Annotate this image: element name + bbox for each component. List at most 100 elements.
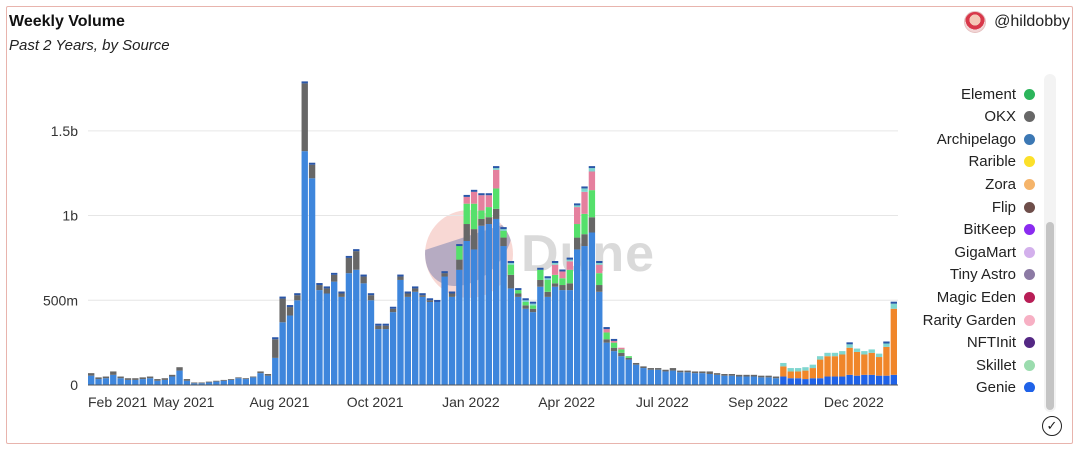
check-icon[interactable]: ✓ xyxy=(1042,416,1062,436)
bar-cap xyxy=(470,189,478,192)
legend-scrollbar[interactable] xyxy=(1044,74,1056,412)
bar-segment xyxy=(551,263,559,265)
legend-swatch-icon xyxy=(1024,337,1035,349)
bar-segment xyxy=(360,283,367,385)
bar-segment xyxy=(264,373,272,376)
bar-segment xyxy=(566,283,573,291)
bar-segment xyxy=(272,357,279,385)
legend-item-genie[interactable]: Genie xyxy=(976,378,1035,392)
bar-segment xyxy=(132,379,139,385)
bar-cap xyxy=(426,298,434,301)
bar-segment xyxy=(441,276,448,385)
legend-item-rarity-garden[interactable]: Rarity Garden xyxy=(923,310,1035,330)
bar-segment xyxy=(515,290,522,294)
x-tick-label: Oct 2021 xyxy=(347,394,404,410)
legend-item-magic-eden[interactable]: Magic Eden xyxy=(937,287,1035,307)
bar-segment xyxy=(875,357,883,376)
bar-segment xyxy=(198,382,205,384)
bar-segment xyxy=(375,329,382,385)
bar-segment xyxy=(522,301,529,306)
bar-segment xyxy=(831,376,839,385)
bar-segment xyxy=(485,224,492,385)
bar-segment xyxy=(846,374,853,385)
legend-item-okx[interactable]: OKX xyxy=(984,107,1035,127)
bar-segment xyxy=(655,369,662,385)
bar-cap xyxy=(507,261,515,263)
bar-segment xyxy=(404,296,411,385)
legend-item-tiny-astro[interactable]: Tiny Astro xyxy=(950,265,1035,285)
bar-segment xyxy=(286,315,294,385)
bar-segment xyxy=(146,376,154,379)
bar-cap xyxy=(286,305,294,308)
bar-cap xyxy=(316,283,323,286)
legend-label: Zora xyxy=(985,175,1016,193)
bar-segment xyxy=(522,305,529,309)
bar-cap xyxy=(382,323,389,326)
bar-segment xyxy=(758,375,765,378)
bar-segment xyxy=(861,374,868,385)
bar-segment xyxy=(625,359,632,385)
legend-item-zora[interactable]: Zora xyxy=(985,174,1035,194)
bar-segment xyxy=(463,196,470,204)
author-link[interactable]: @hildobby xyxy=(964,11,1070,33)
bar-segment xyxy=(596,285,603,292)
bar-segment xyxy=(647,369,654,385)
legend-item-element[interactable]: Element xyxy=(961,84,1035,104)
legend-swatch-icon xyxy=(1024,111,1035,123)
bar-cap xyxy=(581,186,588,189)
bar-segment xyxy=(161,378,168,380)
bar-segment xyxy=(529,312,537,385)
legend-swatch-icon xyxy=(1024,246,1035,258)
legend-item-gigamart[interactable]: GigaMart xyxy=(954,242,1035,262)
legend-item-bitkeep[interactable]: BitKeep xyxy=(963,220,1035,240)
legend-item-skillet[interactable]: Skillet xyxy=(976,355,1035,375)
bar-segment xyxy=(397,276,404,280)
bar-segment xyxy=(250,377,257,386)
bar-segment xyxy=(728,373,735,376)
bar-segment xyxy=(890,303,897,309)
bar-segment xyxy=(559,285,566,291)
legend-item-rarible[interactable]: Rarible xyxy=(968,152,1035,172)
legend-scroll-thumb[interactable] xyxy=(1046,222,1054,410)
bar-segment xyxy=(610,340,618,343)
legend-swatch-icon xyxy=(1024,359,1035,371)
bar-segment xyxy=(272,339,279,358)
bar-cap xyxy=(279,296,286,299)
bar-segment xyxy=(765,375,772,378)
bar-segment xyxy=(736,374,743,377)
legend-item-nftinit[interactable]: NFTInit xyxy=(967,333,1035,353)
bar-segment xyxy=(662,369,669,372)
bar-segment xyxy=(331,274,338,282)
bar-segment xyxy=(463,224,470,241)
bar-segment xyxy=(603,342,610,385)
author-handle: @hildobby xyxy=(994,13,1070,30)
bar-segment xyxy=(493,168,500,170)
bar-segment xyxy=(529,308,537,313)
bar-segment xyxy=(574,207,581,225)
bar-segment xyxy=(677,370,684,373)
bar-cap xyxy=(596,261,603,263)
bar-segment xyxy=(500,246,507,385)
bar-segment xyxy=(809,364,816,369)
bar-segment xyxy=(95,379,102,385)
chart-title: Weekly Volume xyxy=(9,13,125,30)
bar-cap xyxy=(574,203,581,206)
bar-segment xyxy=(345,273,353,385)
legend-item-archipelago[interactable]: Archipelago xyxy=(937,129,1035,149)
bar-segment xyxy=(817,359,824,379)
bar-segment xyxy=(470,229,478,250)
bar-cap xyxy=(610,338,618,341)
bar-cap xyxy=(544,276,551,279)
bar-segment xyxy=(434,301,441,385)
bar-segment xyxy=(618,347,625,350)
bar-segment xyxy=(88,375,95,385)
bar-segment xyxy=(426,300,434,302)
legend-item-flip[interactable]: Flip xyxy=(992,197,1035,217)
bar-segment xyxy=(389,308,397,313)
bar-segment xyxy=(161,379,168,385)
bar-cap xyxy=(588,166,596,169)
x-tick-label: Jul 2022 xyxy=(636,394,689,410)
bar-cap xyxy=(537,267,544,270)
bar-segment xyxy=(507,263,515,265)
bar-segment xyxy=(794,378,802,385)
